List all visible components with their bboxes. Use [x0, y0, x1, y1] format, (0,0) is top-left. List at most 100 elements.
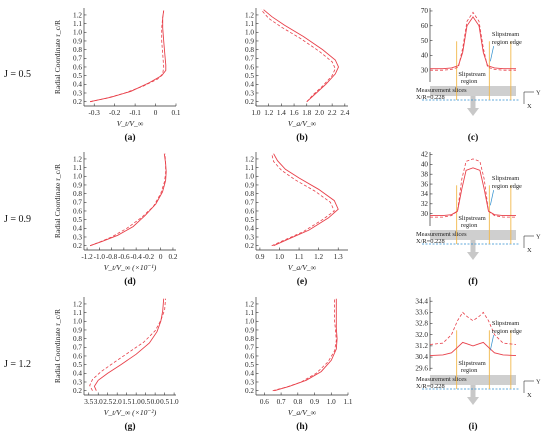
x-tick-label: 1.0: [132, 398, 141, 406]
y-tick-label: 0.9: [245, 37, 254, 45]
measurement-label-value: X/R=0.228: [416, 94, 445, 101]
y-tick-label: 31.2: [415, 342, 428, 350]
x-tick-label: 0.6: [260, 398, 269, 406]
y-tick-label: 0.9: [245, 181, 254, 189]
axis-x-label: X: [527, 103, 532, 110]
series-line-dash: [430, 11, 516, 71]
y-tick-label: 0.3: [73, 233, 82, 241]
y-tick-label: 1.1: [245, 164, 254, 172]
y-tick-label: 0.9: [245, 326, 254, 334]
y-tick-label: 0.6: [245, 352, 254, 360]
panel-e: 0.20.30.40.50.60.70.80.91.01.11.20.9 1.0 1…: [245, 152, 348, 287]
edge-pointer-line: [489, 190, 494, 206]
slipstream-region-label-2: region: [461, 222, 478, 229]
panel-i: 29.630.431.232.032.833.634.4Slipstreamre…: [415, 297, 541, 432]
y-tick-label: 0.2: [73, 387, 82, 395]
x-axis-label: V_a/V_∞: [288, 263, 317, 272]
x-tick-label: -0.8: [106, 253, 118, 261]
series-line-dash: [429, 311, 517, 345]
x-tick-label: 1.3: [334, 253, 343, 261]
y-tick-label: 32.0: [415, 331, 428, 339]
series-line-solid: [430, 16, 516, 70]
series-line-solid: [263, 9, 339, 103]
y-tick-label: 1.0: [73, 318, 82, 326]
measurement-label-value: X/R=0.228: [416, 383, 445, 390]
series-line-solid: [273, 153, 339, 247]
y-tick-label: 1.2: [245, 300, 254, 308]
y-tick-label: 0.7: [245, 344, 254, 352]
x-tick-label: -0.4: [130, 253, 142, 261]
y-tick-label: 0.5: [73, 216, 82, 224]
series-line-dash: [271, 153, 335, 247]
slipstream-edge-label-2: region edge: [492, 39, 522, 46]
y-tick-label: 1.2: [245, 155, 254, 163]
y-tick-label: 1.0: [245, 318, 254, 326]
x-tick-label: 0.2: [168, 253, 177, 261]
panel-label: (b): [296, 132, 308, 143]
row-label-j09: J = 0.9: [4, 214, 31, 225]
y-tick-label: 29.6: [415, 364, 428, 372]
slipstream-edge-label-2: region edge: [492, 328, 522, 335]
panel-label: (e): [297, 276, 308, 287]
y-tick-label: 1.0: [73, 29, 82, 37]
y-tick-label: 0.4: [73, 370, 82, 378]
x-tick-label: 0: [159, 253, 163, 261]
y-tick-label: 0.4: [245, 81, 254, 89]
y-tick-label: 0.6: [73, 207, 82, 215]
x-tick-label: 0.9: [255, 253, 264, 261]
y-tick-label: 0.8: [73, 46, 82, 54]
x-tick-label: 1.2: [314, 253, 323, 261]
slipstream-edge-label: Slipstream: [492, 31, 519, 38]
arrow-shaft: [470, 385, 476, 399]
series-line-dash: [89, 153, 166, 247]
measurement-label-value: X/R=0.228: [416, 238, 445, 245]
axis-y-label: Y: [536, 379, 541, 386]
arrow-shaft: [470, 96, 476, 110]
y-tick-label: 0.3: [73, 89, 82, 97]
x-tick-label: 1.1: [295, 253, 304, 261]
x-tick-label: 1.6: [290, 109, 299, 117]
x-axis-label: V_t/V_∞: [117, 119, 144, 128]
measurement-slice-band: [430, 86, 516, 96]
x-axis-label: V_a/V_∞: [288, 119, 317, 128]
panel-label: (h): [296, 421, 308, 432]
series-line-solid: [90, 10, 167, 103]
y-tick-label: 0.6: [73, 63, 82, 71]
measurement-slice-band: [430, 375, 516, 385]
x-tick-label: 0.5: [141, 398, 150, 406]
series-line-dash: [272, 298, 337, 392]
x-axis-label: V_a/V_∞: [288, 408, 317, 417]
y-tick-label: 0.7: [245, 199, 254, 207]
series-line-dash: [260, 9, 336, 102]
x-tick-label: 1.0: [170, 398, 179, 406]
y-tick-label: 38: [421, 170, 429, 178]
y-tick-label: 0.8: [245, 335, 254, 343]
y-tick-label: 0.6: [245, 207, 254, 215]
y-tick-label: 30.4: [415, 353, 428, 361]
y-tick-label: 1.0: [245, 173, 254, 181]
row-label-j05: J = 0.5: [4, 69, 31, 80]
x-axis-label: V_t/V_∞ (×10⁻²): [104, 408, 157, 417]
panel-label: (g): [124, 421, 135, 432]
y-axis-label: Radial Coordinate r_c/R: [53, 163, 62, 238]
row-label-j12: J = 1.2: [4, 359, 31, 370]
axis-y-label: Y: [536, 90, 541, 97]
y-tick-label: 0.5: [245, 72, 254, 80]
panel-g: 0.20.30.40.50.60.70.80.91.01.11.23.5 3.0 2…: [53, 297, 179, 432]
y-tick-label: 0.5: [245, 361, 254, 369]
y-tick-label: 0.6: [245, 63, 254, 71]
panel-label: (a): [124, 132, 135, 143]
x-tick-label: -1.0: [94, 253, 106, 261]
series-line-dash: [90, 10, 165, 103]
y-tick-label: 36: [421, 180, 429, 188]
x-tick-label: -0.6: [118, 253, 130, 261]
y-tick-label: 30: [421, 66, 429, 74]
y-tick-label: 0.9: [73, 181, 82, 189]
panel-d: 0.20.30.40.50.60.70.80.91.01.11.2-1.2 -1.…: [53, 152, 178, 287]
series-line-solid: [93, 298, 165, 391]
x-tick-label: 2.0: [113, 398, 122, 406]
y-tick-label: 0.3: [245, 89, 254, 97]
y-tick-label: 0.3: [245, 378, 254, 386]
panel-a: 0.20.30.40.50.60.70.80.91.01.11.2 -0.3 -0.…: [53, 8, 181, 143]
